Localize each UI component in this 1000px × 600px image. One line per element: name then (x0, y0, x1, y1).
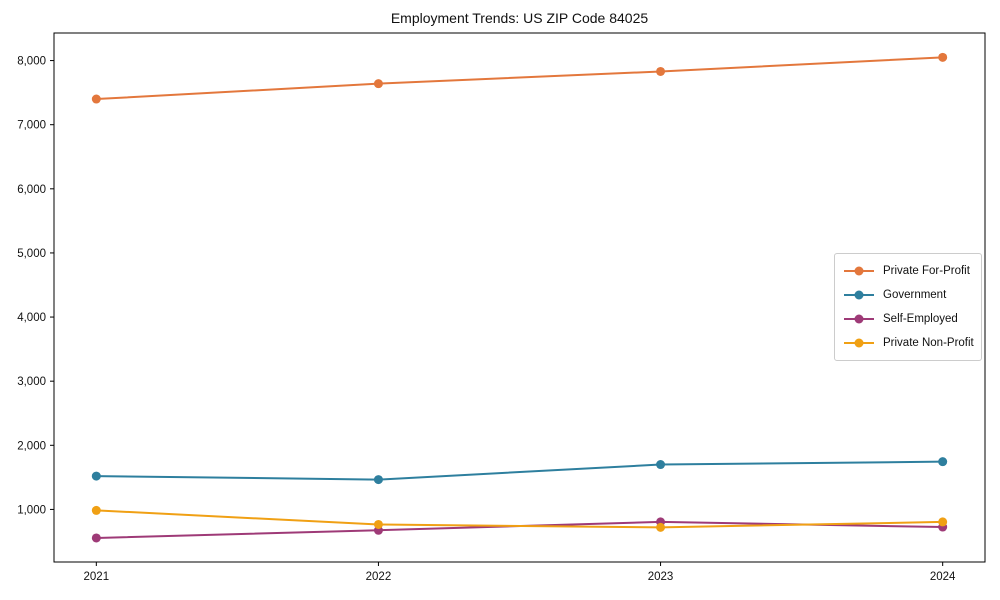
legend: Private For-Profit Government Self-Employe… (834, 253, 982, 361)
x-tick-label: 2021 (84, 571, 110, 583)
legend-item-private-non-profit: Private Non-Profit (843, 331, 974, 355)
data-point-self-employed (91, 533, 101, 543)
legend-item-self-employed: Self-Employed (843, 307, 973, 331)
series-line-government (96, 460, 943, 481)
y-tick-label: 3,000 (17, 376, 46, 388)
data-point-private-for-profit (91, 94, 101, 104)
y-tick-label: 8,000 (17, 56, 46, 68)
data-point-government (91, 471, 101, 481)
legend-item-government: Government (843, 283, 973, 307)
legend-label: Self-Employed (883, 313, 958, 325)
y-tick-label: 4,000 (17, 312, 46, 324)
data-point-private-non-profit (656, 522, 666, 532)
plot-frame (53, 32, 986, 563)
x-tick-label: 2022 (366, 571, 392, 583)
data-point-private-for-profit (373, 79, 383, 89)
chart-title: Employment Trends: US ZIP Code 84025 (390, 10, 649, 26)
x-tick-label: 2024 (930, 571, 956, 583)
legend-item-private-for-profit: Private For-Profit (843, 259, 973, 283)
data-point-private-non-profit (373, 519, 383, 529)
legend-dot (854, 314, 864, 324)
data-point-government (656, 460, 666, 470)
y-tick-label: 5,000 (17, 248, 46, 260)
y-tick-label: 6,000 (17, 184, 46, 196)
legend-label: Government (883, 289, 947, 301)
x-tick-label: 2023 (648, 571, 674, 583)
legend-marker-icon (844, 266, 874, 276)
legend-label: Private For-Profit (883, 265, 970, 277)
y-tick-label: 7,000 (17, 120, 46, 132)
data-point-government (373, 475, 383, 485)
series-line-private-for-profit (96, 56, 943, 101)
data-point-government (938, 457, 948, 467)
legend-dot (854, 338, 864, 348)
y-tick-label: 2,000 (17, 440, 46, 452)
data-point-private-for-profit (938, 52, 948, 62)
data-point-private-non-profit (938, 517, 948, 527)
data-point-private-for-profit (656, 66, 666, 76)
legend-dot (854, 290, 864, 300)
legend-marker-icon (844, 314, 874, 324)
series-line-private-non-profit (96, 509, 943, 529)
legend-dot (854, 266, 864, 276)
data-point-private-non-profit (91, 505, 101, 515)
y-tick-label: 1,000 (17, 504, 46, 516)
legend-label: Private Non-Profit (883, 337, 974, 349)
legend-marker-icon (844, 338, 874, 348)
legend-marker-icon (844, 290, 874, 300)
